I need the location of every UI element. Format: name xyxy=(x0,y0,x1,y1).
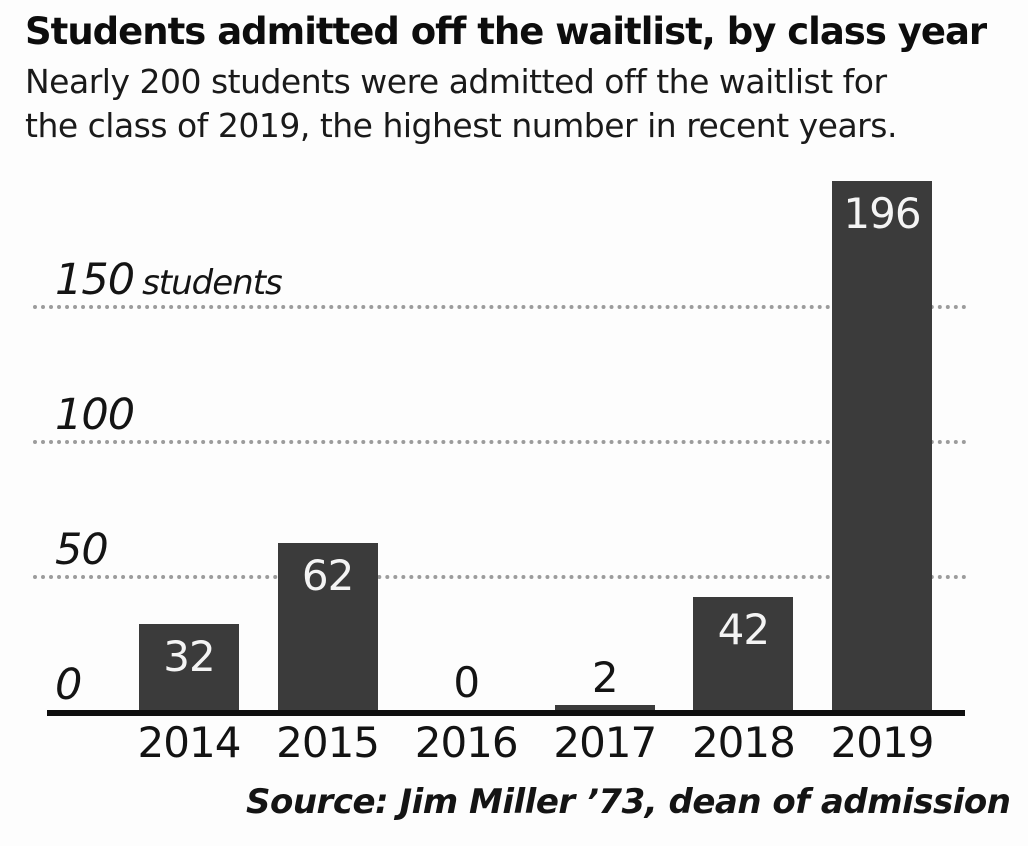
x-axis-tick-2015: 2015 xyxy=(276,718,380,767)
y-axis-unit-label: students xyxy=(142,263,283,303)
bar-value-label-2016: 0 xyxy=(453,658,480,707)
y-axis-tick-50: 50 xyxy=(55,525,109,575)
bar-2017 xyxy=(554,704,655,710)
bar-value-label-2015: 62 xyxy=(301,550,354,600)
chart-subtitle-line-1: Nearly 200 students were admitted off th… xyxy=(25,62,887,101)
x-axis-tick-2019: 2019 xyxy=(830,718,935,767)
bar-value-label-2018: 42 xyxy=(717,604,770,654)
chart-subtitle: Nearly 200 students were admitted off th… xyxy=(25,60,897,148)
bar-2019 xyxy=(832,180,932,710)
y-axis-tick-0: 0 xyxy=(55,660,82,710)
gridline-50 xyxy=(33,575,967,579)
y-axis-tick-150: 150 students xyxy=(55,255,283,305)
bar-value-label-2017: 2 xyxy=(591,652,619,702)
bar-value-label-2014: 32 xyxy=(163,631,215,681)
bar-2015 xyxy=(277,542,378,710)
bar-value-label-2019: 196 xyxy=(843,188,921,238)
x-axis-tick-2016: 2016 xyxy=(414,718,519,767)
chart-subtitle-line-2: the class of 2019, the highest number in… xyxy=(25,106,897,145)
source-note: Source: Jim Miller ’73, dean of admissio… xyxy=(246,782,1011,822)
x-axis-tick-2018: 2018 xyxy=(691,718,796,767)
chart-title: Students admitted off the waitlist, by c… xyxy=(25,10,987,53)
bar-2018 xyxy=(693,596,794,710)
gridline-100 xyxy=(33,440,967,444)
x-axis-line xyxy=(47,710,965,716)
gridline-150 xyxy=(33,305,967,309)
y-axis-tick-100: 100 xyxy=(55,390,135,440)
x-axis-tick-2017: 2017 xyxy=(553,718,657,767)
x-axis-tick-2014: 2014 xyxy=(137,718,242,767)
bar-2014 xyxy=(139,623,239,710)
